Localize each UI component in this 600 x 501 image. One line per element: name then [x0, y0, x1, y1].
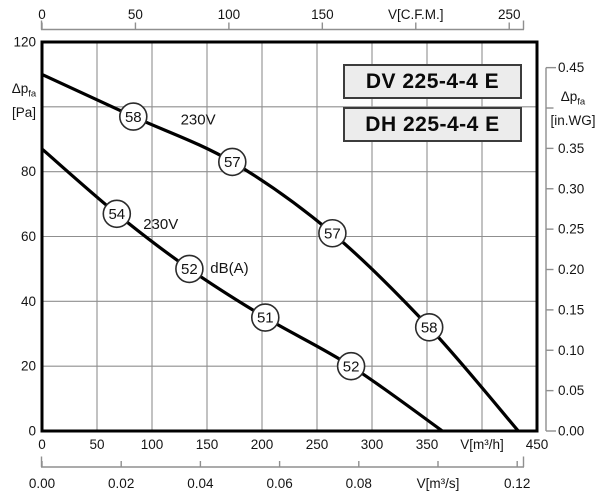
- m3s-tick-label: 0.00: [29, 476, 55, 491]
- noise-level-value: 52: [343, 358, 360, 375]
- top-axis-unit-label: V[C.F.M.]: [388, 7, 444, 22]
- m3h-tick-label: 450: [526, 437, 549, 452]
- noise-level-marker: [175, 254, 204, 284]
- noise-level-marker: [336, 351, 366, 381]
- cfm-tick-label: 50: [128, 7, 143, 22]
- cfm-tick-label: 100: [218, 7, 241, 22]
- fan-curve-low-speed-230V: [40, 147, 444, 433]
- cfm-tick-label: 150: [311, 7, 334, 22]
- pa-tick-label: 20: [21, 359, 36, 374]
- m3h-tick-label: 250: [306, 437, 329, 452]
- m3s-tick-label: 0.02: [108, 476, 134, 491]
- m3h-tick-label: 300: [361, 437, 384, 452]
- pa-tick-label: 0: [28, 424, 36, 439]
- noise-level-value: 58: [421, 319, 438, 336]
- voltage-label: 230V: [181, 112, 216, 129]
- model-label-dh: DH 225-4-4 E: [343, 107, 522, 142]
- m3s-tick-label: 0.08: [346, 476, 372, 491]
- inwg-tick-label: 0.30: [558, 181, 584, 196]
- m3h-tick-label: 150: [196, 437, 219, 452]
- pa-tick-label: 80: [21, 164, 36, 179]
- m3h-tick-label: 100: [141, 437, 164, 452]
- m3h-tick-label: 200: [251, 437, 274, 452]
- noise-level-marker: [119, 102, 148, 131]
- inwg-tick-label: 0.15: [558, 302, 584, 317]
- inwg-tick-label: 0.25: [558, 222, 584, 237]
- m3h-tick-label: 350: [416, 437, 439, 452]
- right-axis-unit: [in.WG]: [550, 112, 596, 128]
- noise-level-value: 51: [257, 310, 274, 327]
- model-label-dv: DV 225-4-4 E: [343, 64, 522, 99]
- left-axis-unit: [Pa]: [11, 104, 36, 120]
- noise-level-marker: [250, 303, 280, 332]
- noise-level-value: 58: [125, 109, 142, 126]
- right-axis-symbol: Δpfa: [560, 89, 586, 108]
- inwg-tick-label: 0.00: [558, 424, 584, 439]
- left-axis-symbol: Δpfa: [11, 81, 37, 100]
- left-axis-label: Δpfa [Pa]: [4, 80, 44, 122]
- m3s-tick-label: 0.06: [266, 476, 292, 491]
- cfm-tick-label: 0: [38, 7, 46, 22]
- m3h-tick-label: 50: [89, 437, 104, 452]
- m3h-axis-unit-label: V[m³/h]: [460, 437, 504, 452]
- plot-border: [40, 40, 539, 433]
- pa-tick-label: 120: [13, 35, 36, 50]
- right-axis-label: Δpfa [in.WG]: [548, 88, 598, 130]
- m3s-axis-unit-label: V[m³/s]: [417, 476, 460, 491]
- m3s-tick-label: 0.12: [504, 476, 530, 491]
- m3s-tick-label: 0.04: [187, 476, 214, 491]
- inwg-tick-label: 0.45: [558, 60, 584, 75]
- noise-level-value: 54: [108, 206, 125, 223]
- inwg-tick-label: 0.05: [558, 383, 584, 398]
- noise-level-value: 52: [181, 261, 198, 278]
- noise-level-value: 57: [224, 154, 241, 171]
- db-unit-label: dB(A): [210, 260, 248, 277]
- inwg-tick-label: 0.10: [558, 343, 584, 358]
- pa-tick-label: 40: [21, 294, 36, 309]
- voltage-label: 230V: [143, 216, 178, 233]
- m3h-tick-label: 0: [38, 437, 46, 452]
- noise-level-value: 57: [324, 225, 341, 242]
- pa-tick-label: 60: [21, 229, 36, 244]
- noise-level-marker: [102, 199, 132, 229]
- noise-level-marker: [218, 147, 247, 177]
- noise-level-marker: [318, 218, 347, 248]
- noise-level-marker: [414, 312, 444, 342]
- cfm-tick-label: 250: [498, 7, 521, 22]
- inwg-tick-label: 0.20: [558, 262, 584, 277]
- inwg-tick-label: 0.35: [558, 141, 584, 156]
